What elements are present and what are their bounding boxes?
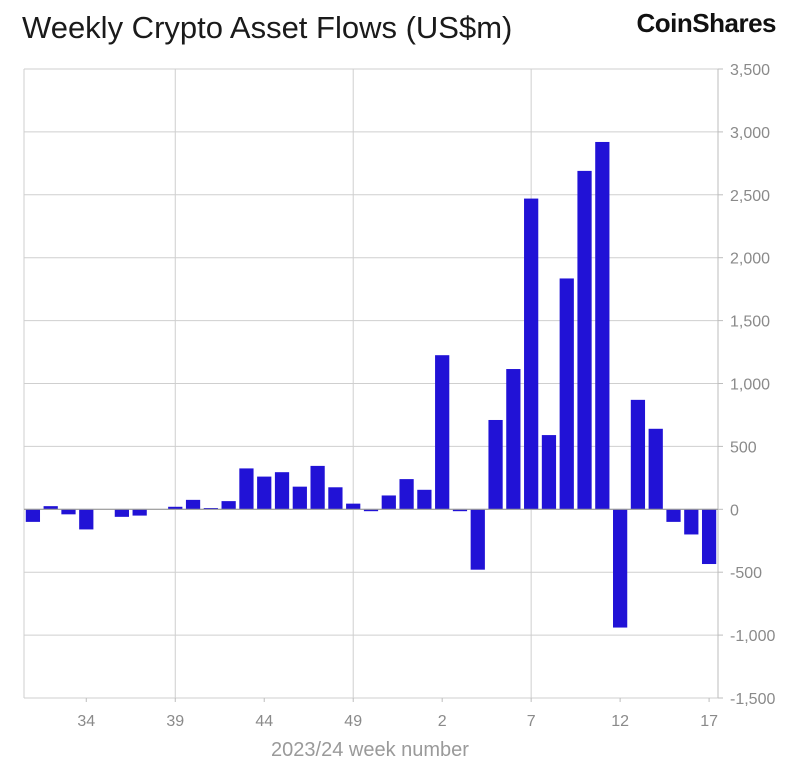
bars (24, 141, 718, 628)
bar-week-51 (381, 495, 396, 510)
y-tick-label: 0 (730, 502, 739, 519)
bar-week-45 (274, 472, 290, 510)
bar-week-31 (25, 509, 41, 522)
y-tick-label: 2,000 (730, 251, 770, 268)
y-tick-label: 1,500 (730, 314, 770, 331)
y-tick-label: 2,500 (730, 188, 770, 205)
x-tick-label: 34 (77, 713, 95, 730)
bar-week-42 (221, 501, 236, 510)
bar-week-40 (185, 499, 201, 510)
bar-week-41 (203, 508, 218, 510)
bar-week-16 (684, 509, 699, 535)
bar-week-39 (168, 506, 183, 510)
x-tick-label: 12 (611, 713, 629, 730)
coinshares-logo: CoinShares (636, 8, 777, 38)
bar-week-6 (506, 369, 521, 510)
y-tick-label: 500 (730, 439, 757, 456)
bar-week-8 (541, 435, 557, 510)
bar-week-3 (452, 509, 468, 512)
chart-title: Weekly Crypto Asset Flows (US$m) (22, 10, 513, 45)
x-tick-label: 44 (255, 713, 273, 730)
bar-week-32 (43, 506, 58, 510)
bar-week-50 (363, 509, 379, 512)
x-axis: 34 39 44 49 2 7 12 17 (77, 698, 718, 730)
bar-week-2 (435, 355, 450, 510)
bar-week-36 (114, 509, 129, 517)
bar-week-52 (399, 479, 414, 510)
bar-week-33 (61, 509, 76, 515)
x-tick-label: 39 (166, 713, 184, 730)
bar-week-46 (292, 486, 307, 510)
y-tick-label: -1,500 (730, 691, 775, 708)
bar-week-37 (132, 509, 147, 516)
x-tick-label: 49 (344, 713, 362, 730)
bar-week-48 (328, 487, 343, 510)
bar-week-9 (559, 278, 574, 510)
x-tick-label: 2 (438, 713, 447, 730)
y-tick-label: 1,000 (730, 377, 770, 394)
bar-week-13 (630, 399, 646, 510)
bar-week-4 (470, 509, 485, 570)
bar-week-11 (595, 141, 610, 510)
y-tick-label: 3,500 (730, 62, 770, 79)
bar-week-47 (310, 465, 325, 510)
bar-week-12 (613, 509, 628, 628)
y-tick-label: -500 (730, 565, 762, 582)
bar-week-34 (79, 509, 94, 530)
bar-week-14 (648, 428, 663, 510)
x-tick-label: 7 (527, 713, 536, 730)
bar-week-7 (524, 198, 539, 510)
x-axis-title: 2023/24 week number (271, 739, 469, 761)
y-tick-label: 3,000 (730, 125, 770, 142)
bar-week-44 (257, 476, 272, 510)
bar-week-10 (577, 170, 592, 510)
bar-week-1 (417, 489, 432, 510)
bar-week-5 (488, 419, 503, 510)
y-tick-label: -1,000 (730, 628, 775, 645)
bar-week-43 (239, 468, 254, 510)
y-axis: 3,500 3,000 2,500 2,000 1,500 1,000 500 0 -500 -1… (718, 62, 775, 708)
bar-week-15 (666, 509, 681, 522)
bar-week-49 (346, 503, 361, 510)
x-tick-label: 17 (700, 713, 718, 730)
bar-week-17 (701, 509, 717, 565)
